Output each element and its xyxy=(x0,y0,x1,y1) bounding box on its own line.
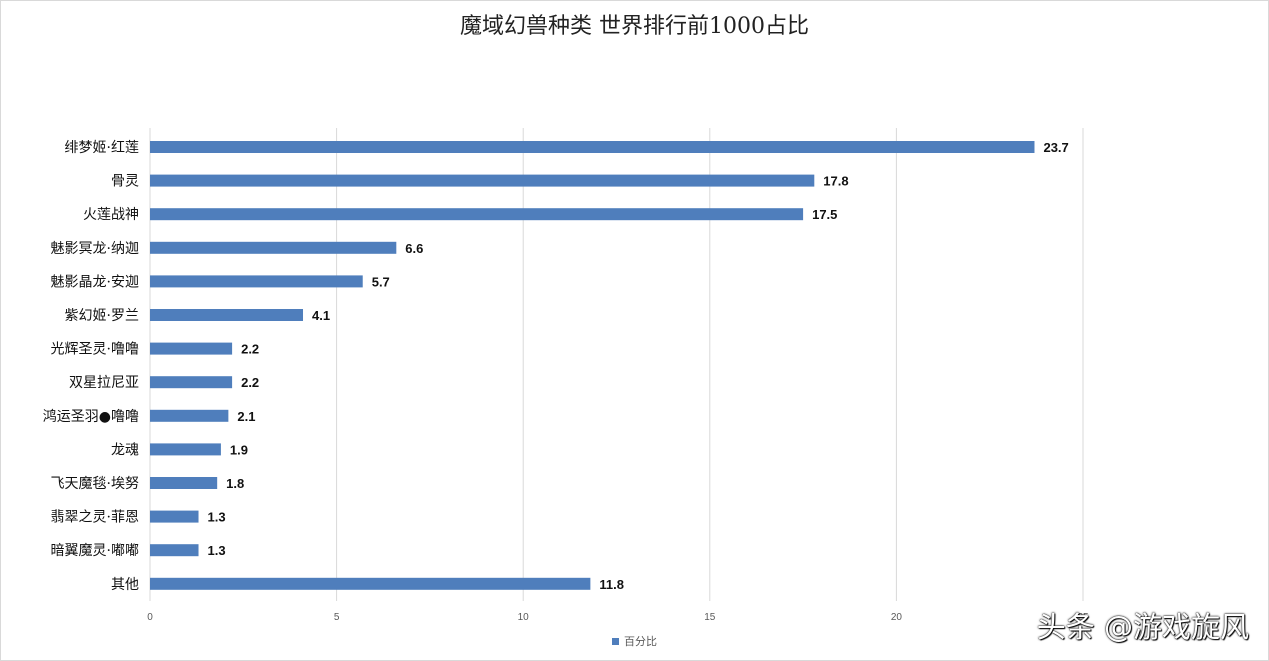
category-label: 光辉圣灵·噜噜 xyxy=(51,342,139,358)
bar xyxy=(150,443,221,456)
legend-label: 百分比 xyxy=(624,635,657,648)
bar xyxy=(150,342,233,355)
bar xyxy=(150,409,229,422)
data-label: 11.8 xyxy=(599,577,624,592)
legend-swatch xyxy=(612,638,619,645)
category-label: 其他 xyxy=(111,577,139,593)
data-label: 2.1 xyxy=(237,409,255,424)
x-tick-label: 0 xyxy=(147,612,153,623)
watermark: 头条 @游戏旋风 xyxy=(1036,610,1249,644)
x-tick-label: 10 xyxy=(518,612,530,623)
data-label: 17.5 xyxy=(812,207,837,222)
chart-title: 魔域幻兽种类 世界排行前1000占比 xyxy=(460,14,809,39)
data-label: 6.6 xyxy=(405,241,423,256)
data-label: 2.2 xyxy=(241,342,259,357)
data-label: 4.1 xyxy=(312,308,330,323)
category-label: 龙魂 xyxy=(111,442,139,458)
x-tick-label: 25 xyxy=(1077,612,1089,623)
bar xyxy=(150,141,1035,153)
category-label: 绯梦姬·红莲 xyxy=(65,140,139,156)
category-label: 鸿运圣羽●噜噜 xyxy=(43,408,139,425)
bar xyxy=(150,477,218,489)
bar xyxy=(150,174,815,187)
x-tick-label: 5 xyxy=(334,612,340,623)
data-label: 1.8 xyxy=(226,476,244,491)
x-tick-label: 20 xyxy=(891,612,903,623)
data-label: 23.7 xyxy=(1043,140,1068,155)
category-label: 紫幻姬·罗兰 xyxy=(65,308,139,324)
category-label: 魅影晶龙·安迦 xyxy=(51,274,139,290)
bar xyxy=(150,577,591,590)
category-label: 翡翠之灵·菲恩 xyxy=(51,510,139,526)
data-label: 17.8 xyxy=(823,174,848,189)
bar xyxy=(150,510,199,523)
bar xyxy=(150,309,304,321)
bar xyxy=(150,275,363,288)
data-label: 2.2 xyxy=(241,375,259,390)
data-label: 5.7 xyxy=(372,274,390,289)
legend: 百分比 xyxy=(0,633,1269,649)
bar xyxy=(150,376,233,389)
data-label: 1.3 xyxy=(208,543,226,558)
category-label: 双星拉尼亚 xyxy=(69,375,139,391)
data-label: 1.3 xyxy=(208,510,226,525)
bar xyxy=(150,544,199,557)
x-tick-label: 15 xyxy=(704,612,716,623)
category-label: 飞天魔毯·埃努 xyxy=(51,476,139,492)
data-label: 1.9 xyxy=(230,442,248,457)
category-label: 暗翼魔灵·嘟嘟 xyxy=(51,543,139,559)
category-label: 火莲战神 xyxy=(83,207,139,223)
bar xyxy=(150,208,804,221)
category-label: 魅影冥龙·纳迦 xyxy=(51,241,139,257)
bar xyxy=(150,241,397,254)
category-label: 骨灵 xyxy=(111,174,139,190)
